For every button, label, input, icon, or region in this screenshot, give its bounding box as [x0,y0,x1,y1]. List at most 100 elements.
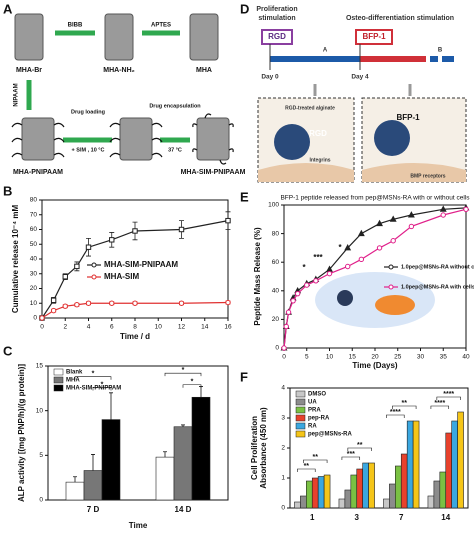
legend-label: MHA-SIM [104,272,139,281]
x-tick-label: 10 [155,324,163,331]
marker [389,215,397,222]
y-tick-label: 4 [281,385,285,392]
error-bar [109,392,113,420]
significance-bracket [392,405,417,409]
significance-bracket [182,384,202,388]
y-tick-label: 0 [281,505,285,512]
bar [451,420,458,509]
panel-label: C [3,343,13,358]
bar [155,456,175,501]
marker [74,263,80,270]
scheme-label: MHA-NH₂ [103,67,135,74]
legend-swatch [295,406,306,414]
x-tick-label: 12 [178,324,186,331]
x-tick-label: 5 [305,354,309,361]
marker [109,237,115,243]
bar [445,432,452,509]
y-tick-label: 80 [30,197,38,204]
bar [457,411,464,509]
scheme-label: RGD [309,129,327,138]
x-tick-label: 7 D [87,505,100,514]
legend-label: MHA-SIM-PNIPPAM [66,386,121,392]
legend-swatch [53,376,64,384]
scheme-label: APTES [151,23,171,29]
annotation: * [92,371,95,378]
bar [323,474,331,509]
legend-label: RA [308,424,317,430]
scheme-label: MHA-PNIPAAM [13,169,63,176]
legend-swatch [295,398,306,406]
y-tick-label: 40 [30,256,38,263]
legend-label: pep-RA [308,416,330,422]
scheme-label: A [323,48,328,54]
legend-label: UA [308,400,317,406]
annotation: * [191,379,194,386]
bar [427,495,435,509]
scheme-label: BFP-1 [362,32,386,41]
legend-swatch [295,414,306,422]
annotation: ** [357,442,363,449]
plot-frame [41,199,229,319]
y-tick-label: 80 [272,230,280,237]
bar [83,470,103,501]
x-tick-label: 35 [440,354,448,361]
y-tick-label: 100 [268,202,279,209]
error-bar [73,476,77,483]
marker [407,211,415,218]
marker [85,244,92,250]
scheme-label: BMP receptors [410,173,445,179]
x-tick-label: 1 [310,513,315,522]
scheme-label: Osteo-differentiation stimulation [346,15,454,22]
scheme-label: MHA-Br [16,67,42,74]
legend-swatch [295,430,306,438]
scheme-label: Day 4 [351,74,369,81]
marker [74,302,80,308]
bar [389,483,396,509]
bar [368,462,375,509]
bar [306,480,313,509]
plot-frame [47,365,229,501]
scheme-label: + SIM , 10 °C [72,147,105,153]
y-tick-label: 10 [36,407,44,414]
bar [344,489,352,509]
marker [178,226,185,233]
x-tick-label: 8 [133,324,137,331]
y-axis-label: ALP activity [(mg PNP/h)/(g protein)] [17,364,26,502]
marker [50,297,57,304]
marker [439,205,447,212]
marker [376,245,383,251]
y-tick-label: 60 [30,226,38,233]
bar [383,498,390,509]
x-tick-label: 15 [349,354,357,361]
error-bar [91,454,95,471]
y-tick-label: 5 [39,452,43,459]
inset-art [315,272,435,328]
x-tick-label: 16 [224,324,232,331]
bar [356,468,363,509]
legend-label: MHA [66,378,80,384]
y-tick-label: 1 [281,475,285,482]
panel-label: E [240,189,249,204]
marker [390,238,396,244]
bar [439,471,447,509]
bar [173,426,193,501]
annotation: *** [313,253,323,262]
x-tick-label: 14 D [175,505,192,514]
significance-bracket [297,468,316,472]
x-tick-label: 25 [394,354,402,361]
marker [62,303,68,309]
annotation: **** [434,400,445,407]
marker [281,345,287,351]
significance-bracket [347,447,372,451]
significance-bracket [436,396,461,400]
significance-bracket [92,387,112,391]
significance-bracket [430,405,450,409]
legend-swatch [295,390,306,398]
y-tick-label: 10 [30,300,38,307]
legend-label: 1.0pep@MSNs-RA with cells [401,284,474,290]
y-tick-label: 40 [272,288,280,295]
marker [344,244,352,251]
y-tick-label: 20 [30,285,38,292]
y-tick-label: 15 [36,363,44,370]
